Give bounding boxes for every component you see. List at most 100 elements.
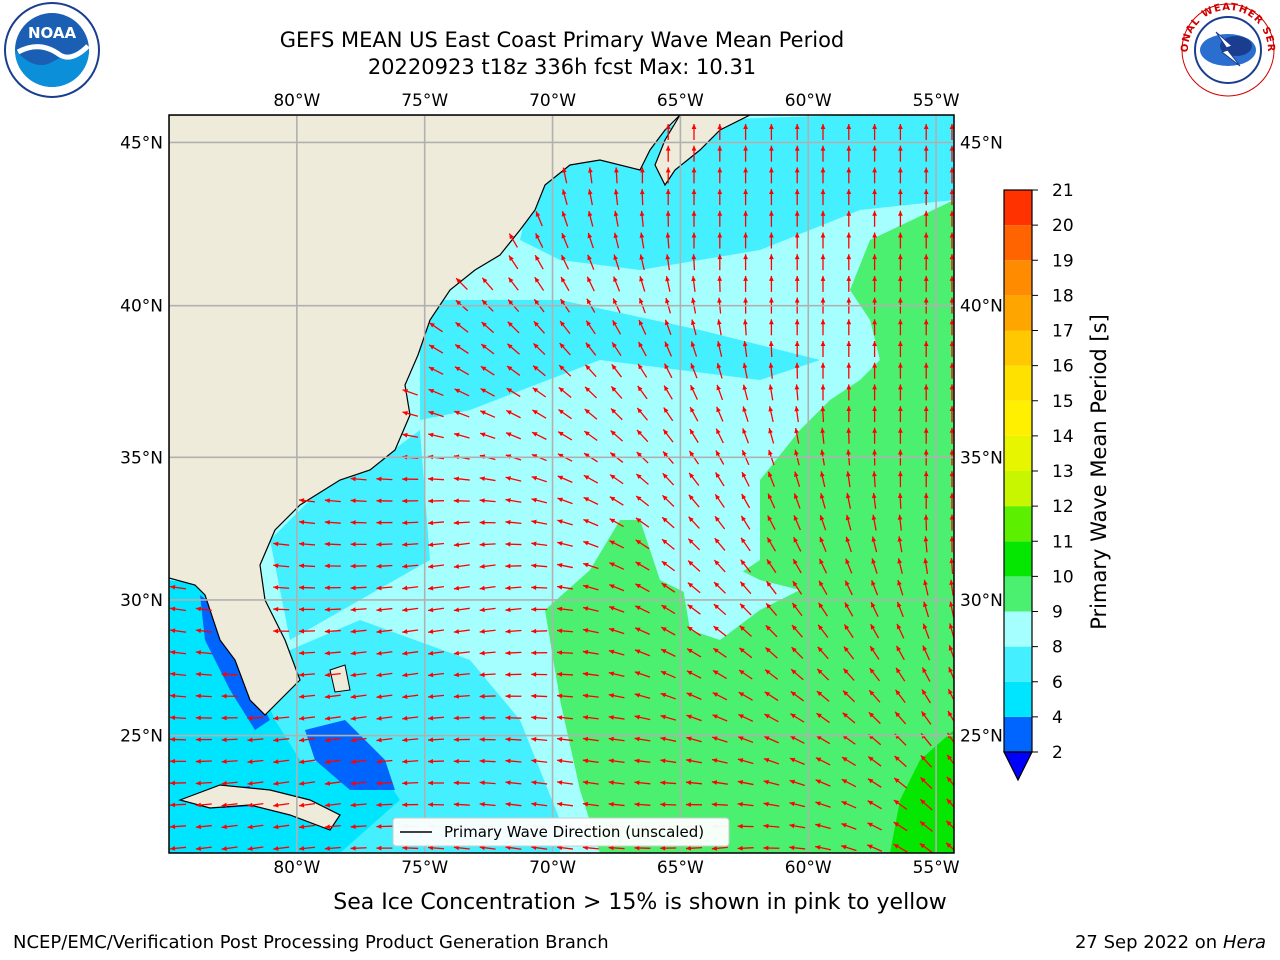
wave-arrow (427, 845, 445, 851)
wave-arrow (350, 759, 367, 765)
wave-arrow (376, 498, 393, 504)
wave-arrow (402, 476, 419, 482)
wave-arrow (427, 802, 445, 808)
wave-arrow (713, 625, 727, 637)
wave-arrow (455, 321, 469, 333)
wave-arrow (792, 580, 803, 595)
wave-arrow (872, 341, 877, 357)
wave-arrow (739, 625, 752, 637)
wave-arrow (505, 672, 522, 677)
wave-arrow (767, 493, 776, 509)
wave-arrow (195, 693, 212, 699)
wave-arrow (635, 473, 649, 485)
wave-arrow (610, 385, 623, 399)
wave-arrow (324, 650, 341, 656)
wave-arrow (919, 798, 933, 811)
wave-arrow (717, 210, 723, 227)
wave-arrow (609, 474, 624, 485)
wave-arrow (841, 800, 857, 809)
wave-arrow (427, 629, 445, 634)
wave-arrow (794, 427, 800, 444)
wave-arrow (324, 628, 341, 634)
wave-arrow (691, 145, 697, 162)
wave-arrow (687, 560, 701, 572)
wave-arrow (582, 649, 599, 655)
wave-arrow (766, 558, 777, 574)
wave-arrow (742, 340, 748, 358)
wave-arrow (660, 845, 677, 851)
wave-arrow (634, 845, 651, 851)
wave-arrow (505, 607, 522, 613)
wave-arrow (479, 845, 496, 851)
wave-arrow (846, 341, 852, 357)
colorbar-under-extension (1003, 751, 1033, 782)
wave-arrow (765, 602, 778, 616)
wave-arrow (479, 758, 496, 764)
noaa-logo-text: NOAA (28, 24, 77, 42)
land-cuba (178, 784, 341, 831)
wave-arrow (922, 645, 931, 661)
wave-arrow (923, 406, 929, 423)
wave-arrow (820, 384, 826, 401)
wave-arrow (711, 802, 728, 807)
wave-arrow (169, 758, 187, 764)
wave-arrow (587, 210, 594, 227)
wave-arrow (531, 628, 548, 634)
wave-arrow (582, 628, 599, 634)
wave-arrow (453, 694, 470, 699)
lat-label-left: 45°N (120, 133, 163, 153)
wave-arrow (376, 650, 393, 656)
wave-arrow (685, 845, 703, 851)
wave-arrow (613, 232, 620, 249)
colorbar-segment (1004, 541, 1032, 577)
wave-arrow (556, 715, 574, 720)
wave-arrow (324, 498, 341, 503)
wave-arrow (949, 341, 954, 357)
wave-arrow (532, 409, 547, 419)
wave-arrow (949, 601, 954, 618)
wave-arrow (531, 607, 548, 612)
wave-arrow (556, 845, 574, 851)
wave-arrow (742, 406, 749, 422)
wave-arrow (324, 672, 341, 678)
wave-arrow (634, 736, 651, 742)
wave-arrow (505, 409, 521, 419)
wave-arrow (868, 689, 881, 703)
wave-arrow (846, 362, 852, 379)
wave-arrow (714, 515, 726, 530)
wave-arrow (663, 363, 673, 379)
wave-arrow (639, 210, 645, 227)
wave-arrow (402, 629, 419, 634)
lon-label-top: 60°W (785, 91, 832, 111)
wave-arrow (608, 801, 625, 807)
wave-arrow (453, 520, 470, 526)
chart-title: GEFS MEAN US East Coast Primary Wave Mea… (279, 28, 845, 52)
wave-arrow (402, 672, 419, 678)
wave-arrow (531, 780, 548, 785)
wave-arrow (740, 559, 752, 573)
wave-arrow (949, 189, 954, 206)
wave-arrow (637, 363, 648, 378)
wave-arrow (531, 736, 548, 742)
wave-arrow (896, 601, 904, 618)
wave-arrow (350, 563, 367, 569)
graticule (169, 115, 954, 853)
wave-arrow (221, 846, 238, 851)
wave-arrow (743, 124, 748, 140)
wave-arrow (427, 476, 445, 482)
wave-arrow (711, 845, 728, 851)
wave-arrow (535, 211, 543, 227)
wave-arrow (949, 275, 954, 292)
wave-arrow (608, 649, 625, 656)
wave-arrow (273, 563, 290, 569)
wave-arrow (737, 758, 754, 765)
wave-arrow (454, 410, 470, 418)
wave-arrow (506, 343, 520, 355)
wave-arrow (350, 629, 367, 634)
wave-arrow (872, 210, 877, 227)
wave-arrow (871, 492, 877, 509)
wave-arrow (634, 627, 650, 635)
colorbar: 2 4 6 8 9 10 11 12 13 14 15 16 17 18 19 20 21 (1003, 181, 1074, 782)
wave-arrow (741, 493, 751, 509)
wave-arrow (324, 781, 341, 786)
